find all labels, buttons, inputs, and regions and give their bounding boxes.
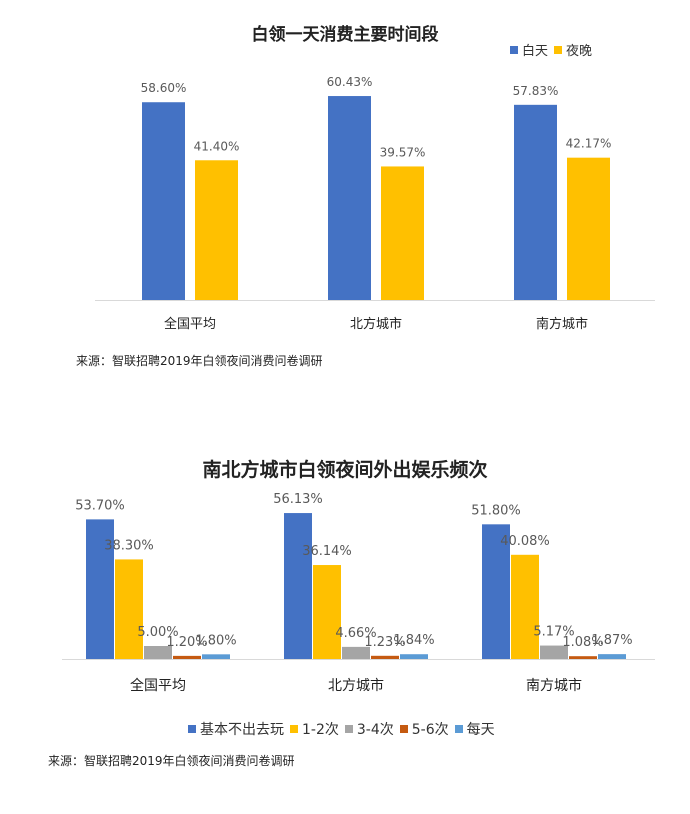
bar bbox=[514, 104, 557, 300]
legend-swatch bbox=[344, 725, 353, 733]
legend-item: 白天 bbox=[510, 40, 548, 59]
chart-title: 南北方城市白领夜间外出娱乐频次 bbox=[202, 459, 488, 481]
data-label: 5.00% bbox=[137, 625, 178, 640]
bar bbox=[202, 654, 230, 659]
bar bbox=[284, 513, 312, 659]
legend-item: 基本不出去玩 bbox=[188, 719, 284, 739]
bar bbox=[173, 655, 201, 659]
data-label: 60.43% bbox=[327, 75, 373, 89]
data-label: 57.83% bbox=[513, 84, 559, 98]
bar bbox=[328, 96, 371, 300]
data-label: 1.08% bbox=[562, 635, 603, 650]
x-tick-label: 全国平均 bbox=[130, 677, 186, 694]
legend-label: 夜晚 bbox=[566, 44, 593, 59]
x-tick-label: 南方城市 bbox=[526, 677, 582, 694]
bar bbox=[400, 654, 428, 659]
data-label: 56.13% bbox=[273, 492, 323, 507]
legend-label: 白天 bbox=[522, 44, 549, 59]
legend-item: 夜晚 bbox=[554, 40, 592, 59]
x-tick-label: 全国平均 bbox=[164, 316, 216, 332]
data-label: 1.20% bbox=[166, 635, 207, 650]
legend: 白天 夜晚 bbox=[510, 40, 598, 59]
data-label: 42.17% bbox=[566, 137, 612, 151]
data-label: 1.80% bbox=[195, 633, 236, 648]
bar bbox=[195, 160, 238, 300]
chart-title: 白领一天消费主要时间段 bbox=[251, 25, 439, 45]
bar bbox=[482, 524, 510, 659]
legend-item: 5-6次 bbox=[399, 719, 449, 739]
legend-label: 每天 bbox=[466, 722, 495, 738]
legend-item: 3-4次 bbox=[344, 719, 394, 739]
x-tick-label: 北方城市 bbox=[328, 677, 384, 694]
data-label: 51.80% bbox=[471, 503, 521, 518]
legend-swatch bbox=[188, 725, 196, 733]
legend-swatch bbox=[290, 725, 298, 733]
legend-item: 每天 bbox=[454, 719, 495, 739]
bar bbox=[371, 655, 399, 659]
data-label: 1.87% bbox=[591, 633, 632, 648]
bar bbox=[342, 646, 370, 659]
data-label: 40.08% bbox=[500, 534, 550, 549]
data-label: 39.57% bbox=[380, 145, 426, 159]
data-label: 4.66% bbox=[335, 626, 376, 641]
legend-swatch bbox=[454, 725, 463, 733]
bar bbox=[313, 565, 341, 659]
bar bbox=[115, 559, 143, 659]
bar bbox=[540, 645, 568, 659]
source-note: 来源：智联招聘2019年白领夜间消费问卷调研 bbox=[76, 354, 323, 368]
legend-label: 1-2次 bbox=[302, 722, 339, 738]
legend-label: 5-6次 bbox=[411, 722, 449, 738]
legend: 基本不出去玩 1-2次 3-4次 5-6次 每天 bbox=[188, 719, 501, 739]
bar bbox=[511, 554, 539, 659]
data-label: 41.40% bbox=[194, 139, 240, 153]
data-label: 58.60% bbox=[141, 81, 187, 95]
legend-swatch bbox=[510, 45, 518, 54]
bar bbox=[567, 157, 610, 300]
data-label: 36.14% bbox=[302, 544, 352, 559]
data-label: 38.30% bbox=[104, 538, 154, 553]
bar bbox=[598, 654, 626, 659]
source-note: 来源：智联招聘2019年白领夜间消费问卷调研 bbox=[48, 754, 295, 768]
data-label: 1.23% bbox=[364, 635, 405, 650]
bar bbox=[142, 102, 185, 300]
bar bbox=[144, 646, 172, 659]
legend-swatch bbox=[399, 725, 408, 733]
data-label: 53.70% bbox=[75, 498, 125, 513]
legend-item: 1-2次 bbox=[290, 719, 339, 739]
data-label: 5.17% bbox=[533, 625, 574, 640]
legend-label: 3-4次 bbox=[356, 722, 394, 738]
bar bbox=[569, 656, 597, 659]
legend-label: 基本不出去玩 bbox=[200, 722, 284, 738]
bar bbox=[86, 519, 114, 659]
x-tick-label: 北方城市 bbox=[350, 316, 402, 332]
legend-swatch bbox=[554, 45, 563, 54]
data-label: 1.84% bbox=[393, 633, 434, 648]
bar bbox=[381, 166, 424, 300]
x-tick-label: 南方城市 bbox=[536, 316, 588, 332]
